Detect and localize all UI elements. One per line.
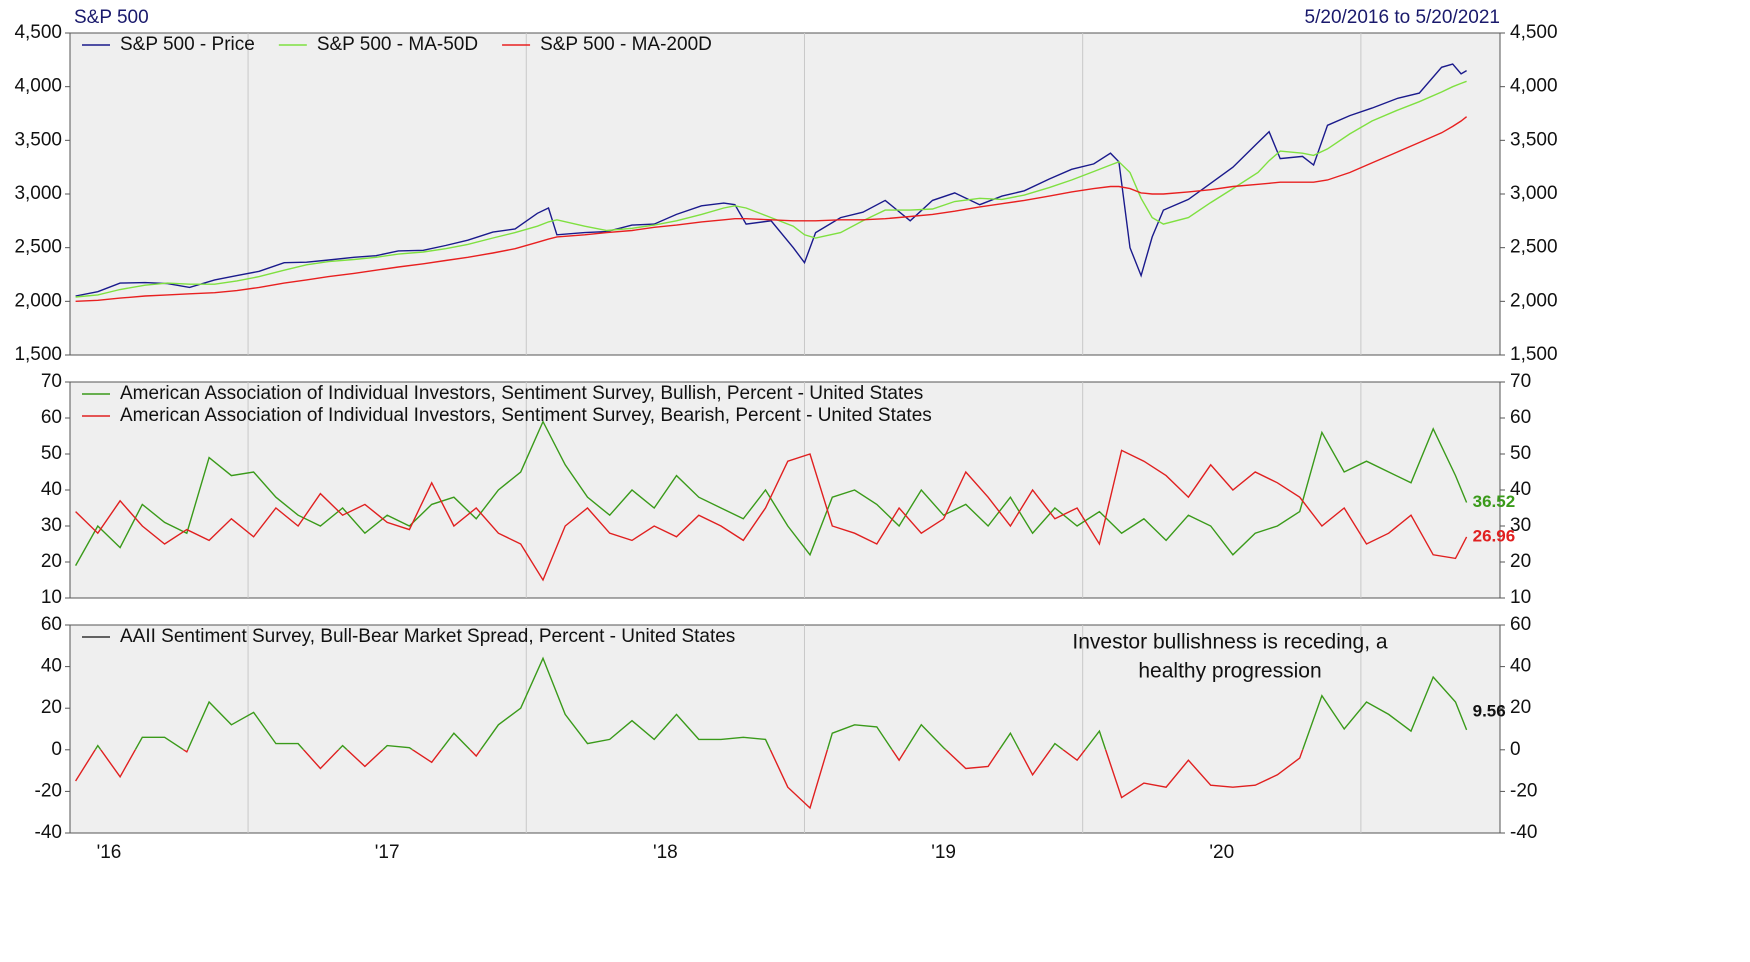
series-line	[74, 419, 1468, 566]
y-tick-label: 3,500	[14, 129, 62, 150]
x-tick-label: '17	[375, 842, 400, 863]
y-tick-label: 60	[41, 614, 62, 635]
chart-title: S&P 500	[74, 7, 149, 28]
y-tick-label: 60	[41, 407, 62, 428]
y-tick-label: 4,500	[1510, 22, 1558, 43]
y-tick-label: 2,500	[1510, 237, 1558, 258]
y-tick-label: 40	[41, 479, 62, 500]
y-tick-label: 2,500	[14, 237, 62, 258]
series-line	[75, 63, 1467, 297]
y-tick-label: 3,000	[1510, 183, 1558, 204]
plot-area	[69, 624, 1501, 834]
x-tick-label: '19	[931, 842, 956, 863]
y-tick-label: 40	[41, 656, 62, 677]
y-tick-label: 2,000	[1510, 290, 1558, 311]
y-tick-label: 0	[1510, 739, 1521, 760]
legend-label: AAII Sentiment Survey, Bull-Bear Market …	[120, 626, 735, 647]
legend-label: American Association of Individual Inves…	[120, 383, 923, 404]
series-line	[75, 116, 1468, 302]
y-tick-label: 3,000	[14, 183, 62, 204]
y-tick-label: -40	[1510, 822, 1537, 843]
plot-area	[69, 32, 1501, 356]
y-tick-label: 50	[41, 443, 62, 464]
y-tick-label: 1,500	[14, 344, 62, 365]
y-tick-label: 20	[41, 697, 62, 718]
legend-label: S&P 500 - MA-200D	[540, 34, 712, 55]
y-tick-label: 4,500	[14, 22, 62, 43]
y-tick-label: 20	[41, 551, 62, 572]
y-tick-label: 20	[1510, 697, 1531, 718]
y-tick-label: 40	[1510, 656, 1531, 677]
y-tick-label: 2,000	[14, 290, 62, 311]
y-tick-label: 40	[1510, 479, 1531, 500]
y-tick-label: 10	[1510, 587, 1531, 608]
y-tick-label: -40	[35, 822, 62, 843]
series-line	[75, 449, 1468, 582]
legend-label: S&P 500 - MA-50D	[317, 34, 478, 55]
y-tick-label: 1,500	[1510, 344, 1558, 365]
plot-area	[69, 381, 1501, 599]
y-tick-label: 20	[1510, 551, 1531, 572]
x-tick-label: '18	[653, 842, 678, 863]
annotation: Investor bullishness is receding, a	[1072, 631, 1387, 654]
y-tick-label: -20	[35, 780, 62, 801]
y-tick-label: 10	[41, 587, 62, 608]
y-tick-label: 3,500	[1510, 129, 1558, 150]
series-line-negative	[75, 749, 1304, 810]
end-value-label: 9.56	[1473, 701, 1506, 720]
end-value-label: 26.96	[1473, 526, 1516, 545]
chart-subtitle: 5/20/2016 to 5/20/2021	[1305, 7, 1500, 28]
y-tick-label: -20	[1510, 780, 1537, 801]
y-tick-label: 4,000	[1510, 76, 1558, 97]
x-tick-label: '20	[1209, 842, 1234, 863]
legend-label: American Association of Individual Inves…	[120, 405, 932, 426]
y-tick-label: 50	[1510, 443, 1531, 464]
x-tick-label: '16	[97, 842, 122, 863]
y-tick-label: 0	[51, 739, 62, 760]
y-tick-label: 30	[1510, 515, 1531, 536]
y-tick-label: 70	[41, 371, 62, 392]
annotation: healthy progression	[1138, 660, 1321, 683]
y-tick-label: 60	[1510, 614, 1531, 635]
y-tick-label: 30	[41, 515, 62, 536]
legend-label: S&P 500 - Price	[120, 34, 255, 55]
series-line	[75, 80, 1467, 298]
y-tick-label: 60	[1510, 407, 1531, 428]
end-value-label: 36.52	[1473, 492, 1516, 511]
y-tick-label: 4,000	[14, 76, 62, 97]
y-tick-label: 70	[1510, 371, 1531, 392]
